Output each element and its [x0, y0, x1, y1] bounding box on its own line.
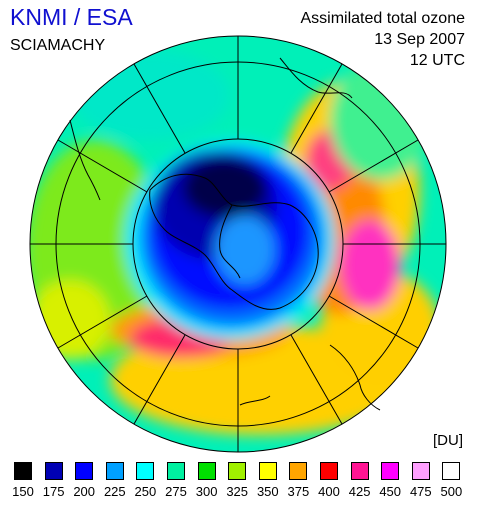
legend-item: 375: [283, 462, 313, 499]
legend-swatch: [14, 462, 32, 480]
legend-label: 275: [165, 484, 187, 499]
date-label: 13 Sep 2007: [374, 31, 465, 48]
legend-item: 350: [253, 462, 283, 499]
legend-item: 250: [130, 462, 160, 499]
legend-swatch: [136, 462, 155, 480]
legend-item: 200: [69, 462, 99, 499]
legend-label: 250: [134, 484, 157, 499]
product-label: Assimilated total ozone: [300, 10, 465, 27]
legend-swatch: [197, 462, 216, 480]
legend-label: 150: [12, 484, 34, 499]
coastlines: [69, 57, 381, 411]
graticule: [29, 35, 447, 453]
legend-swatch: [442, 462, 461, 480]
legend-label: 475: [409, 484, 432, 499]
ozone-field: [30, 36, 446, 452]
legend-label: 500: [440, 484, 463, 499]
legend-label: 400: [318, 484, 340, 499]
legend-item: 225: [100, 462, 130, 499]
legend-label: 325: [226, 484, 249, 499]
legend-swatch: [411, 462, 430, 480]
legend-swatch: [105, 462, 124, 480]
legend-item: 275: [161, 462, 191, 499]
color-legend: 150 175 200 225 250 275 300 325 350 375 400 425 450 4…: [8, 462, 470, 504]
legend-label: 375: [287, 484, 310, 499]
legend-item: 475: [406, 462, 436, 499]
legend-label: 225: [103, 484, 126, 499]
product-info: Assimilated total ozone 13 Sep 2007 12 U…: [300, 8, 465, 71]
title-block: KNMI / ESA SCIAMACHY: [10, 4, 133, 56]
legend-label: 425: [348, 484, 371, 499]
legend-label: 175: [42, 484, 65, 499]
legend-label: 300: [195, 484, 218, 499]
legend-swatch: [228, 462, 247, 480]
legend-item: 150: [8, 462, 38, 499]
legend-item: 175: [39, 462, 69, 499]
legend-item: 500: [436, 462, 466, 499]
legend-swatch: [44, 462, 63, 480]
legend-swatch: [167, 462, 185, 480]
legend-swatch: [320, 462, 338, 480]
legend-swatch: [350, 462, 369, 480]
legend-item: 450: [375, 462, 405, 499]
legend-swatch: [289, 462, 308, 480]
legend-label: 350: [256, 484, 279, 499]
legend-item: 400: [314, 462, 344, 499]
legend-swatch: [75, 462, 94, 480]
legend-item: 325: [222, 462, 252, 499]
legend-label: 450: [379, 484, 402, 499]
legend-item: 425: [345, 462, 375, 499]
legend-item: 300: [192, 462, 222, 499]
time-label: 12 UTC: [409, 52, 465, 69]
organization-label: KNMI / ESA: [10, 4, 133, 30]
legend-label: 200: [73, 484, 96, 499]
unit-label: [DU]: [433, 432, 463, 449]
legend-swatch: [258, 462, 277, 480]
instrument-label: SCIAMACHY: [10, 37, 106, 54]
legend-swatch: [381, 462, 400, 480]
